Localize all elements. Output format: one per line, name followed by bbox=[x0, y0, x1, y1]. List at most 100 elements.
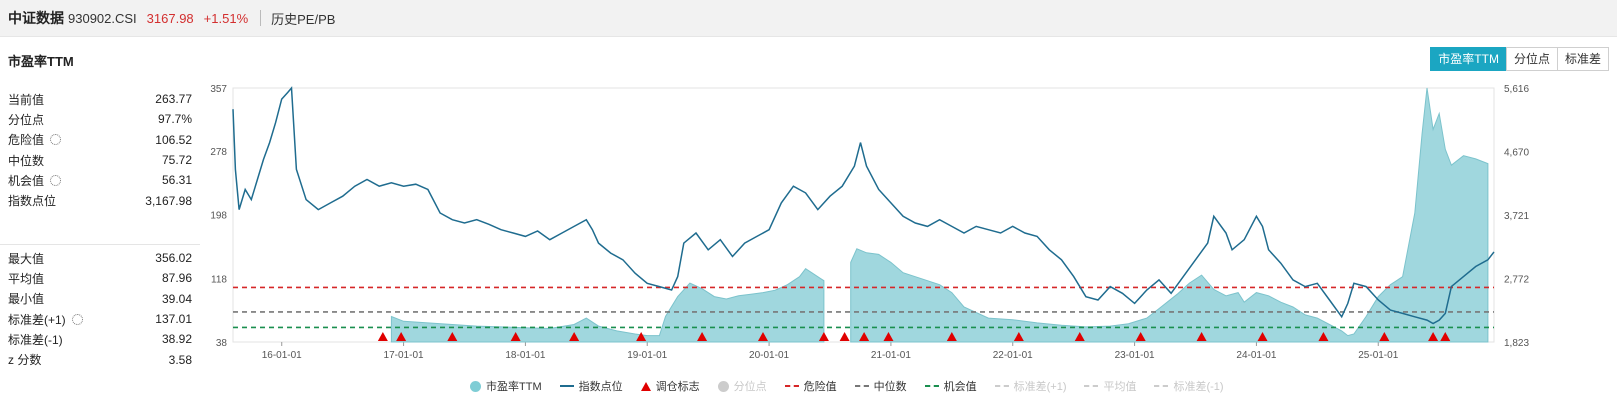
x-tick-label: 20-01-01 bbox=[749, 350, 789, 361]
gear-icon[interactable] bbox=[50, 174, 62, 186]
legend-item-pe[interactable]: 市盈率TTM bbox=[470, 378, 542, 394]
stat-current: 当前值 263.77 bbox=[0, 89, 200, 109]
stat-label: 平均值 bbox=[8, 271, 45, 286]
y-right-tick-label: 4,670 bbox=[1504, 147, 1529, 158]
stat-label: 最小值 bbox=[8, 292, 45, 307]
stat-label: 中位数 bbox=[8, 153, 45, 168]
stat-z-score: z 分数 3.58 bbox=[0, 349, 200, 369]
stat-median: 中位数 75.72 bbox=[0, 150, 200, 170]
legend-item-std-plus[interactable]: 标准差(+1) bbox=[994, 378, 1066, 394]
x-tick-label: 23-01-01 bbox=[1115, 350, 1155, 361]
stat-label: 当前值 bbox=[8, 92, 45, 107]
rebalance-marker bbox=[510, 332, 521, 341]
legend-item-percentile[interactable]: 分位点 bbox=[717, 378, 767, 394]
legend-label: 市盈率TTM bbox=[486, 381, 542, 393]
index-code: 930902.CSI bbox=[68, 10, 137, 26]
stat-value: 3.58 bbox=[168, 352, 192, 367]
legend-label: 危险值 bbox=[803, 381, 837, 393]
legend-label: 中位数 bbox=[873, 381, 907, 393]
rebalance-marker bbox=[859, 332, 870, 341]
stat-value: 38.92 bbox=[161, 332, 192, 347]
rebalance-marker bbox=[1318, 332, 1329, 341]
rebalance-marker bbox=[1257, 332, 1268, 341]
rebalance-marker bbox=[946, 332, 957, 341]
stat-mean: 平均值 87.96 bbox=[0, 268, 200, 288]
legend-item-mean[interactable]: 平均值 bbox=[1084, 378, 1136, 394]
rebalance-marker bbox=[569, 332, 580, 341]
brand-name: 中证数据 bbox=[8, 10, 64, 26]
rebalance-marker bbox=[1013, 332, 1024, 341]
stat-label: 标准差(+1) bbox=[8, 312, 66, 327]
y-right-tick-label: 1,823 bbox=[1504, 338, 1529, 349]
legend-symbol bbox=[1084, 385, 1099, 387]
tab-percentile[interactable]: 分位点 bbox=[1505, 47, 1558, 71]
triangle-icon bbox=[640, 381, 651, 391]
tab-pe-ttm[interactable]: 市盈率TTM bbox=[1430, 47, 1507, 71]
stat-std-minus: 标准差(-1) 38.92 bbox=[0, 329, 200, 349]
tab-std-dev[interactable]: 标准差 bbox=[1556, 47, 1609, 71]
rebalance-marker bbox=[1135, 332, 1146, 341]
legend-symbol bbox=[994, 385, 1009, 387]
x-tick-label: 18-01-01 bbox=[505, 350, 545, 361]
legend-item-opportunity[interactable]: 机会值 bbox=[924, 378, 977, 394]
stat-value: 137.01 bbox=[155, 312, 192, 327]
chart-legend: 市盈率TTM 指数点位 调仓标志 分位点 危险值 中位数 机会值 标准差(+1)… bbox=[470, 378, 1242, 394]
x-tick-label: 17-01-01 bbox=[384, 350, 424, 361]
stat-value: 87.96 bbox=[161, 271, 192, 286]
rebalance-marker bbox=[818, 332, 829, 341]
rebalance-marker bbox=[1074, 332, 1085, 341]
stats-panel-top: 当前值 263.77 分位点 97.7% 危险值 106.52 中位数 75.7… bbox=[0, 89, 200, 211]
stat-label: 最大值 bbox=[8, 251, 45, 266]
stat-danger: 危险值 106.52 bbox=[0, 130, 200, 150]
legend-item-rebalance[interactable]: 调仓标志 bbox=[640, 378, 700, 394]
rebalance-marker bbox=[839, 332, 850, 341]
pe-chart[interactable]: 38 118 198 278 357 1,823 2,772 3,721 4,670 5,616 1… bbox=[0, 80, 1617, 370]
legend-label: 指数点位 bbox=[578, 381, 623, 393]
x-tick-label: 21-01-01 bbox=[871, 350, 911, 361]
stat-label: z 分数 bbox=[8, 353, 42, 368]
legend-label: 机会值 bbox=[943, 381, 977, 393]
stat-label: 危险值 bbox=[8, 133, 45, 148]
stat-label: 分位点 bbox=[8, 112, 45, 127]
gear-icon[interactable] bbox=[50, 134, 62, 146]
stat-value: 356.02 bbox=[155, 251, 192, 266]
legend-label: 分位点 bbox=[733, 381, 767, 393]
page-subtitle[interactable]: 历史PE/PB bbox=[271, 11, 336, 27]
stat-index-level: 指数点位 3,167.98 bbox=[0, 190, 200, 210]
stat-label: 机会值 bbox=[8, 173, 45, 188]
y-right-tick-label: 3,721 bbox=[1504, 211, 1529, 222]
x-tick-label: 22-01-01 bbox=[993, 350, 1033, 361]
stat-percentile: 分位点 97.7% bbox=[0, 109, 200, 129]
rebalance-marker bbox=[883, 332, 894, 341]
divider bbox=[0, 244, 200, 245]
stats-panel-bottom: 最大值 356.02 平均值 87.96 最小值 39.04 标准差(+1) 1… bbox=[0, 241, 200, 370]
rebalance-marker bbox=[1428, 332, 1439, 341]
stat-min: 最小值 39.04 bbox=[0, 289, 200, 309]
y-left-tick-label: 118 bbox=[211, 274, 227, 285]
pe-area-segment bbox=[390, 268, 825, 343]
section-title: 市盈率TTM bbox=[8, 54, 74, 69]
rebalance-marker bbox=[757, 332, 768, 341]
top-bar: 中证数据 930902.CSI 3167.98 +1.51% 历史PE/PB bbox=[0, 0, 1617, 37]
legend-item-median[interactable]: 中位数 bbox=[854, 378, 907, 394]
x-tick-label: 16-01-01 bbox=[262, 350, 302, 361]
stat-value: 3,167.98 bbox=[145, 193, 192, 208]
pe-area-segment bbox=[850, 87, 1489, 343]
gear-icon[interactable] bbox=[71, 313, 83, 325]
legend-symbol bbox=[470, 380, 481, 392]
index-change: +1.51% bbox=[203, 10, 249, 26]
legend-symbol bbox=[717, 380, 729, 392]
y-right-tick-label: 2,772 bbox=[1504, 274, 1529, 285]
legend-item-std-minus[interactable]: 标准差(-1) bbox=[1154, 378, 1224, 394]
stat-opportunity: 机会值 56.31 bbox=[0, 170, 200, 190]
legend-label: 标准差(-1) bbox=[1173, 381, 1224, 393]
rebalance-marker bbox=[636, 332, 647, 341]
stat-label: 标准差(-1) bbox=[8, 332, 63, 347]
rebalance-marker bbox=[1196, 332, 1207, 341]
rebalance-marker bbox=[447, 332, 458, 341]
legend-symbol bbox=[1154, 385, 1169, 387]
legend-item-danger[interactable]: 危险值 bbox=[784, 378, 837, 394]
x-tick-label: 24-01-01 bbox=[1236, 350, 1276, 361]
stat-value: 39.04 bbox=[161, 291, 192, 306]
legend-item-index[interactable]: 指数点位 bbox=[559, 378, 623, 394]
